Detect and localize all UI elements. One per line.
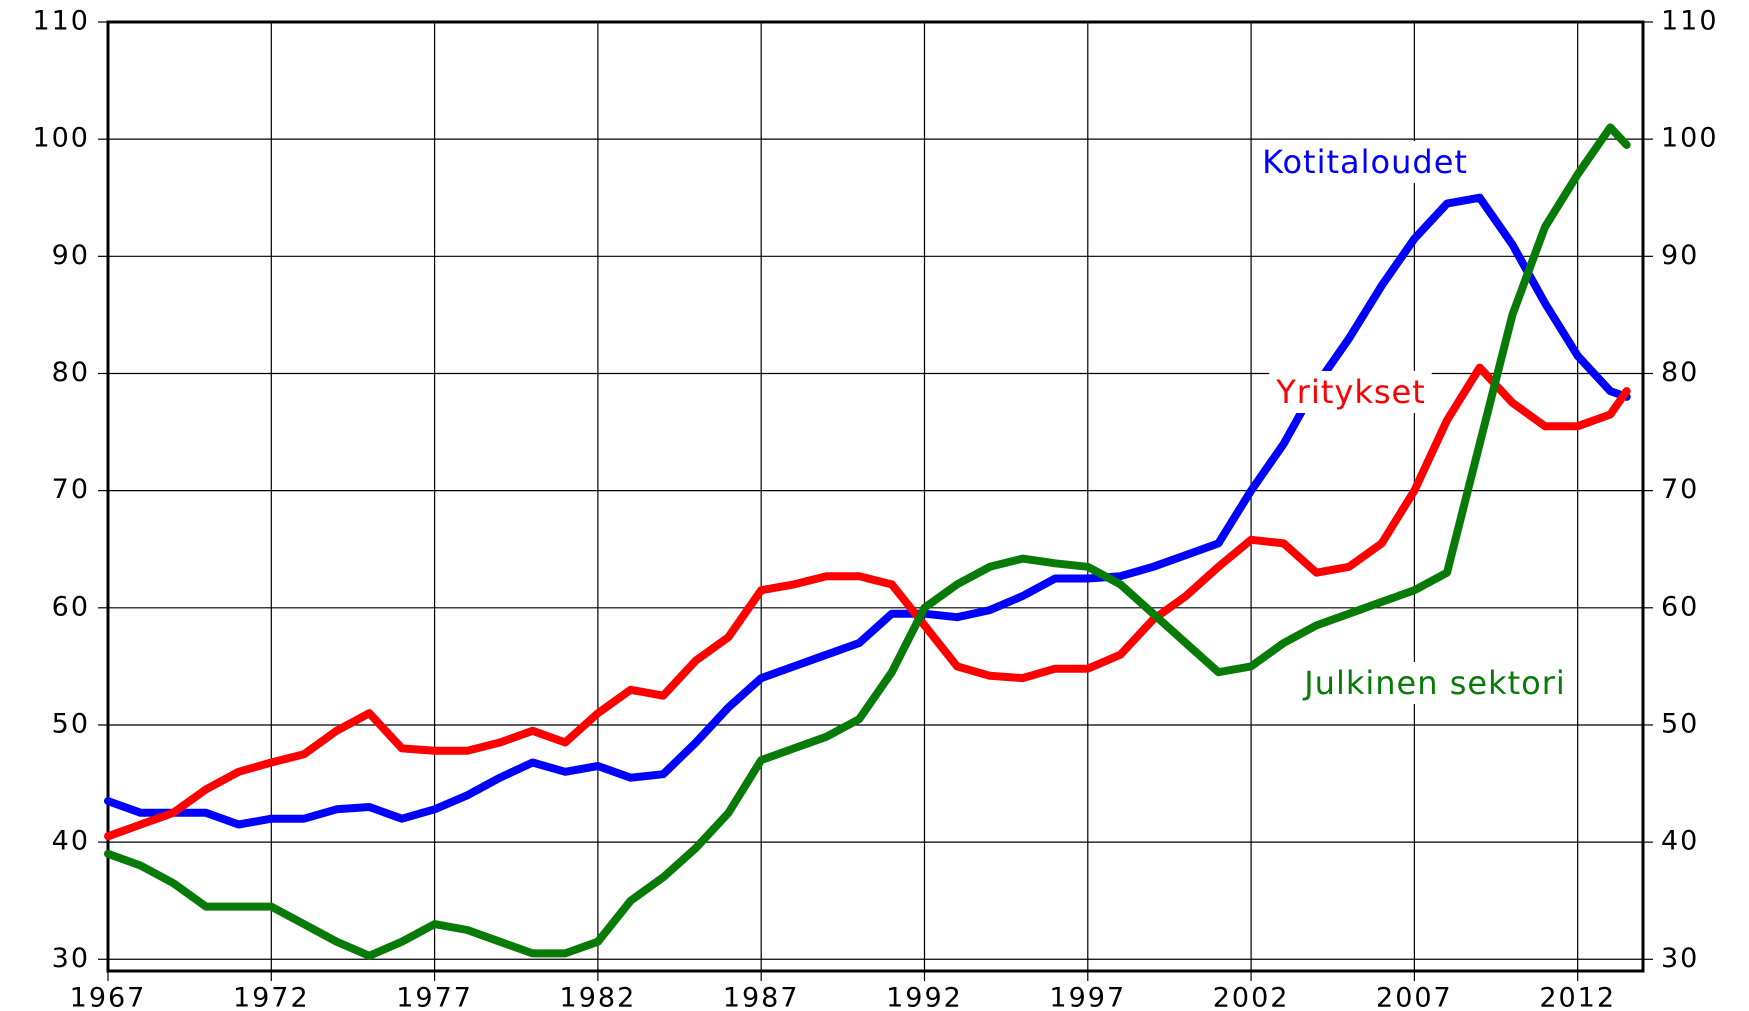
y-tick-label: 100 — [32, 123, 90, 154]
x-tick-label: 2002 — [1213, 983, 1290, 1011]
x-tick-label: 2007 — [1376, 983, 1453, 1011]
y2-tick-label: 110 — [1661, 6, 1719, 37]
x-tick-label: 1967 — [70, 983, 147, 1011]
y-tick-label: 80 — [52, 357, 90, 388]
y-tick-label: 110 — [32, 6, 90, 37]
y2-tick-label: 100 — [1661, 123, 1719, 154]
y-tick-label: 90 — [52, 240, 90, 271]
series-label-bg — [1256, 141, 1474, 183]
series-label-bg — [1269, 371, 1432, 413]
y2-tick-label: 80 — [1661, 357, 1699, 388]
y-tick-label: 30 — [52, 943, 90, 974]
y-tick-label: 60 — [52, 591, 90, 622]
y2-tick-label: 90 — [1661, 240, 1699, 271]
plot-frame — [106, 20, 1645, 973]
x-tick-label: 1972 — [233, 983, 310, 1011]
x-tick-label: 1987 — [723, 983, 800, 1011]
y2-tick-label: 30 — [1661, 943, 1699, 974]
x-tick-label: 1977 — [396, 983, 473, 1011]
y2-tick-label: 40 — [1661, 826, 1699, 857]
y-tick-label: 40 — [52, 826, 90, 857]
series-line — [104, 363, 1631, 841]
series-label: Yritykset — [1275, 373, 1426, 411]
y-tick-label: 70 — [52, 474, 90, 505]
y2-tick-label: 70 — [1661, 474, 1699, 505]
series-line — [104, 123, 1631, 960]
y2-tick-label: 60 — [1661, 591, 1699, 622]
x-tick-label: 1997 — [1049, 983, 1126, 1011]
series-label: Kotitaloudet — [1262, 143, 1468, 181]
series-label-bg — [1296, 662, 1572, 704]
x-tick-label: 1982 — [560, 983, 637, 1011]
series-label: Julkinen sektori — [1302, 664, 1566, 702]
x-tick-label: 1992 — [886, 983, 963, 1011]
y2-tick-label: 50 — [1661, 708, 1699, 739]
series-line — [104, 193, 1631, 829]
x-tick-label: 2012 — [1539, 983, 1616, 1011]
y-tick-label: 50 — [52, 708, 90, 739]
